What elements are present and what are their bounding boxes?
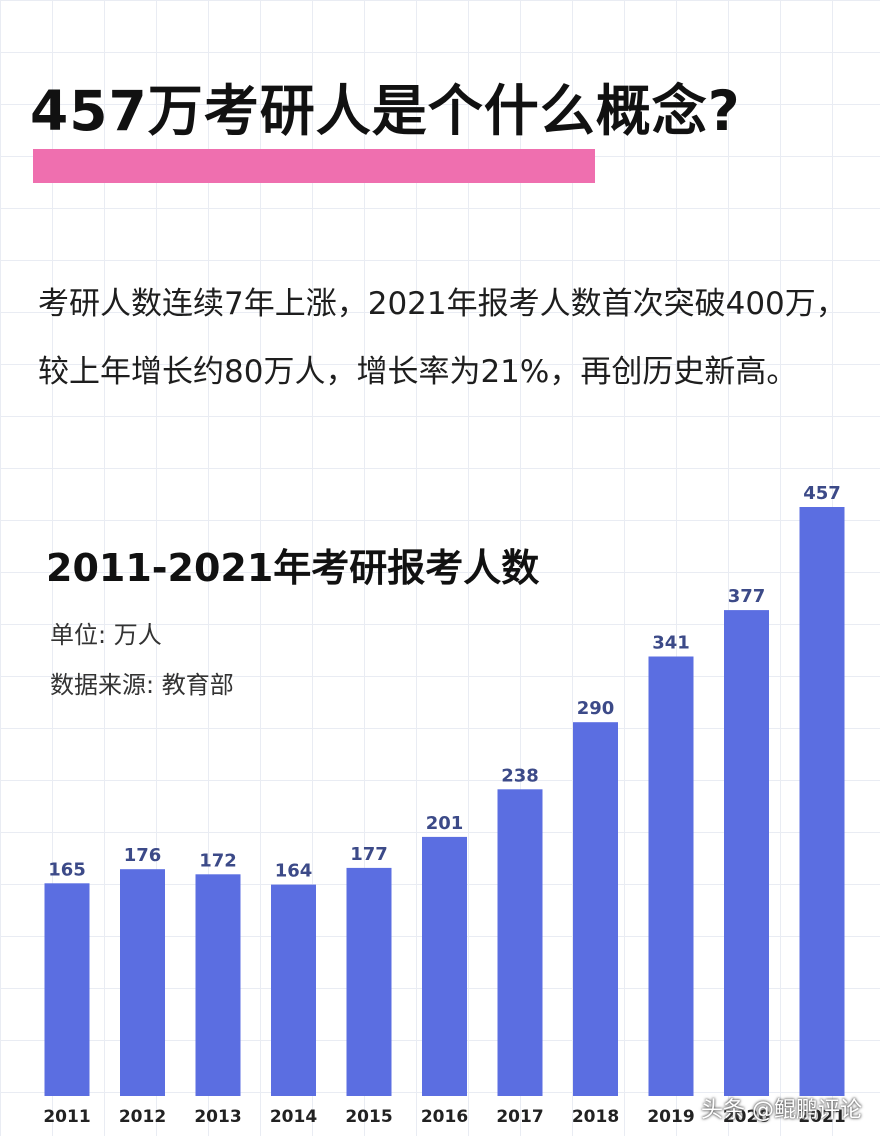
bar-2012 bbox=[120, 869, 165, 1096]
bar-2020 bbox=[724, 610, 769, 1096]
value-label-2011: 165 bbox=[48, 859, 86, 880]
value-label-2020: 377 bbox=[728, 586, 766, 607]
value-label-2016: 201 bbox=[426, 813, 464, 834]
accent-bar bbox=[33, 149, 595, 183]
bar-2013 bbox=[195, 874, 241, 1096]
bar-2019 bbox=[648, 656, 694, 1096]
bar-2018 bbox=[573, 722, 618, 1096]
chart-source: 数据来源: 教育部 bbox=[50, 671, 234, 699]
x-tick-2018: 2018 bbox=[572, 1107, 619, 1127]
x-tick-2013: 2013 bbox=[194, 1107, 241, 1127]
x-tick-2011: 2011 bbox=[43, 1107, 90, 1127]
bar-2014 bbox=[271, 884, 316, 1096]
chart-title: 2011-2021年考研报考人数 bbox=[46, 546, 540, 590]
x-tick-2021: 2021 bbox=[798, 1107, 845, 1127]
value-label-2017: 238 bbox=[501, 765, 539, 786]
value-label-2019: 341 bbox=[652, 633, 690, 654]
chart-unit: 单位: 万人 bbox=[50, 621, 162, 649]
x-tick-2017: 2017 bbox=[496, 1107, 543, 1127]
bar-2021 bbox=[799, 507, 845, 1096]
value-label-2012: 176 bbox=[124, 845, 162, 866]
watermark: 头条 @鲲鹏评论 bbox=[701, 1098, 862, 1123]
bar-2016 bbox=[422, 836, 467, 1096]
value-label-2021: 457 bbox=[803, 483, 841, 504]
value-label-2018: 290 bbox=[577, 698, 615, 719]
x-tick-2015: 2015 bbox=[345, 1107, 392, 1127]
value-label-2015: 177 bbox=[350, 844, 388, 865]
x-tick-2012: 2012 bbox=[119, 1107, 166, 1127]
intro-paragraph: 考研人数连续7年上涨，2021年报考人数首次突破400万，较上年增长约80万人，… bbox=[38, 286, 847, 390]
value-label-2013: 172 bbox=[199, 850, 237, 871]
x-tick-2019: 2019 bbox=[647, 1107, 694, 1127]
x-tick-2020: 2020 bbox=[723, 1107, 770, 1127]
bar-2017 bbox=[497, 789, 543, 1096]
bar-chart: 165 2011 176 2012 172 2013 164 2014 177 2015 201 20… bbox=[43, 483, 845, 1127]
bar-2015 bbox=[346, 867, 392, 1096]
x-tick-2016: 2016 bbox=[421, 1107, 468, 1127]
x-tick-2014: 2014 bbox=[270, 1107, 317, 1127]
bar-2011 bbox=[44, 883, 90, 1096]
value-label-2014: 164 bbox=[275, 861, 313, 882]
page-title: 457万考研人是个什么概念? bbox=[30, 79, 741, 143]
